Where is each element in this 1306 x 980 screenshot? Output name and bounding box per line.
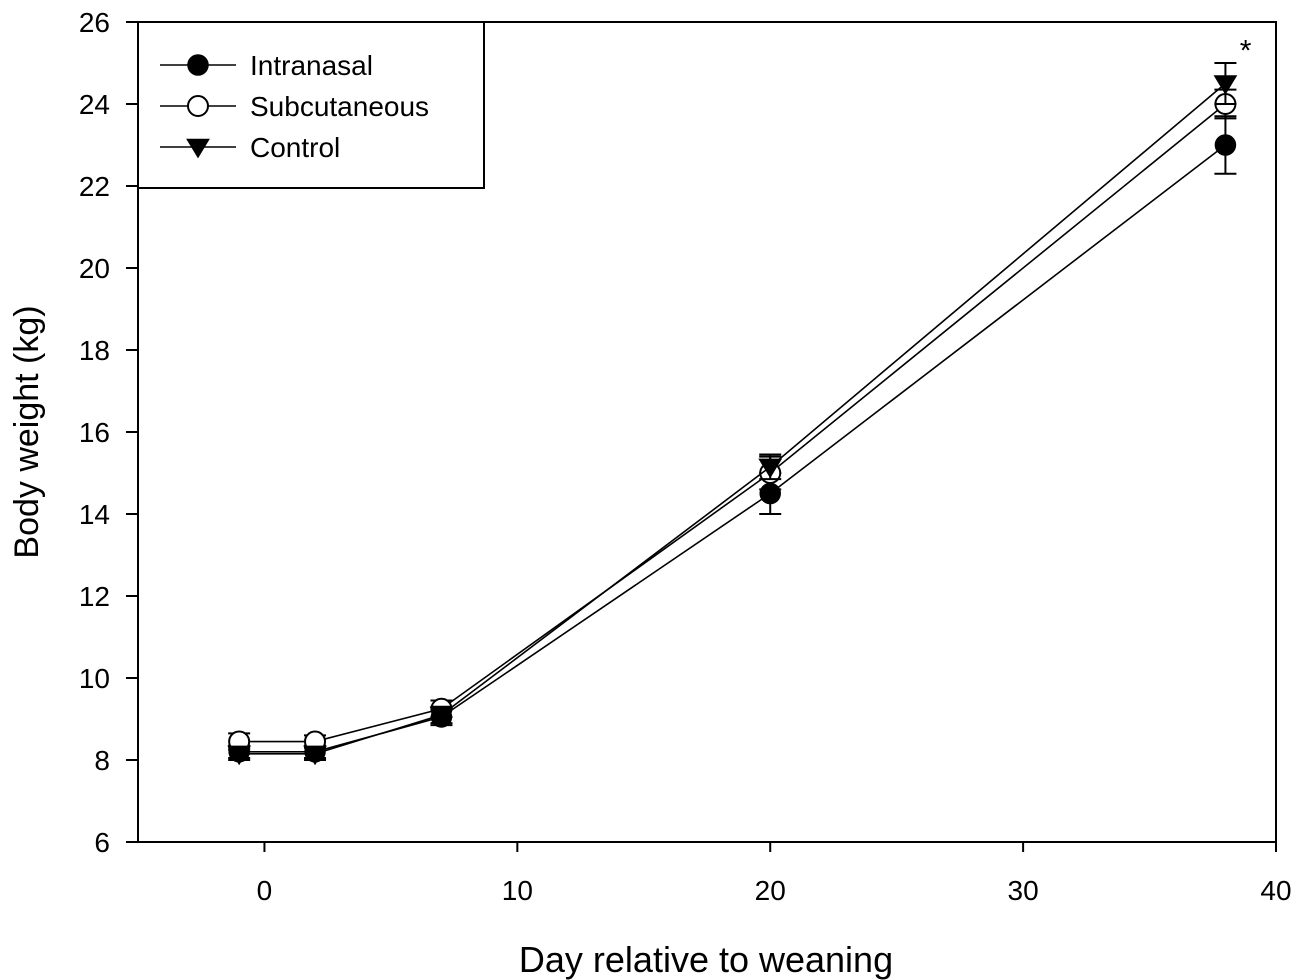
data-point-control — [303, 745, 327, 766]
legend-marker-subcutaneous — [187, 95, 209, 117]
y-tick-label: 26 — [79, 7, 110, 38]
y-tick-label: 16 — [79, 417, 110, 448]
x-axis-label: Day relative to weaning — [519, 939, 893, 980]
x-axis-ticks: 0 10 20 30 40 — [257, 842, 1292, 906]
x-tick-label: 30 — [1008, 875, 1039, 906]
annotations: * — [1240, 35, 1252, 68]
data-point-control — [758, 458, 783, 479]
data-series — [227, 62, 1238, 766]
y-tick-label: 24 — [79, 89, 110, 120]
data-point-control — [429, 706, 454, 727]
y-tick-label: 10 — [79, 663, 110, 694]
x-tick-label: 20 — [755, 875, 786, 906]
x-tick-label: 40 — [1260, 875, 1291, 906]
data-point-intranasal — [1214, 134, 1237, 156]
series-intranasal — [228, 115, 1237, 763]
legend: Intranasal Subcutaneous Control — [137, 21, 485, 189]
y-tick-label: 18 — [79, 335, 110, 366]
significance-asterisk: * — [1240, 35, 1252, 68]
y-tick-label: 6 — [94, 827, 110, 858]
y-tick-label: 12 — [79, 581, 110, 612]
series-control — [227, 62, 1238, 766]
y-tick-label: 8 — [94, 745, 110, 776]
y-tick-label: 14 — [79, 499, 110, 530]
y-tick-label: 20 — [79, 253, 110, 284]
legend-marker-intranasal — [187, 54, 209, 76]
y-tick-label: 22 — [79, 171, 110, 202]
series-line-intranasal — [239, 144, 1226, 753]
x-tick-label: 0 — [257, 875, 273, 906]
legend-label-control: Control — [250, 132, 340, 163]
series-line-subcutaneous — [239, 103, 1226, 743]
legend-label-intranasal: Intranasal — [250, 50, 373, 81]
legend-label-subcutaneous: Subcutaneous — [250, 91, 429, 122]
y-axis-ticks: 6 8 10 12 14 16 18 20 22 24 26 — [79, 7, 138, 858]
data-point-control — [227, 745, 252, 766]
x-tick-label: 10 — [502, 875, 533, 906]
data-point-control — [1213, 75, 1238, 95]
y-axis-label: Body weight (kg) — [8, 305, 46, 558]
legend-marker-control — [186, 138, 210, 159]
